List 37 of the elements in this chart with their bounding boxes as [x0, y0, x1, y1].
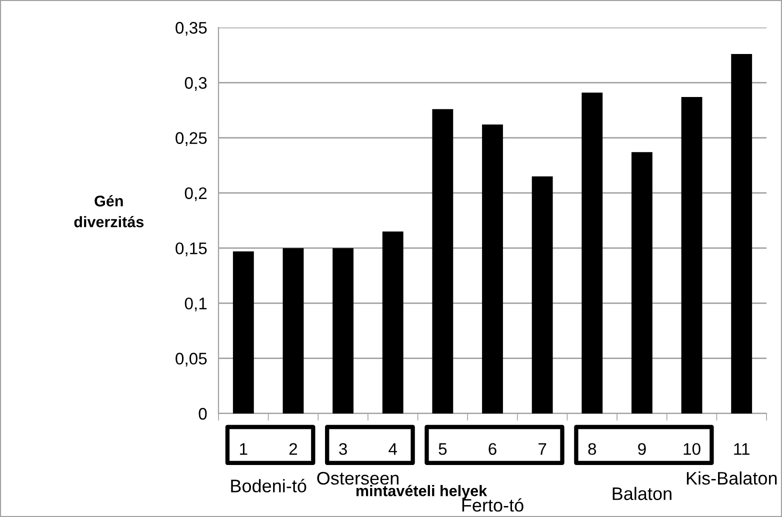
- y-tick-label: 0: [198, 408, 207, 420]
- y-tick-label: 0,05: [176, 352, 207, 367]
- text: Balaton: [612, 486, 672, 500]
- y-axis-title: Gén diverzitás: [74, 195, 144, 228]
- text: Osterseen: [317, 472, 398, 485]
- y-tick-label: 0,35: [176, 22, 207, 36]
- bar: [681, 96, 702, 414]
- x-tick-label: 8: [588, 443, 596, 455]
- text: Ferto-tó: [462, 498, 524, 512]
- bar: [232, 251, 254, 414]
- x-axis-title: mintavételi helyek: [356, 484, 488, 500]
- text: Bodeni-tó: [231, 478, 306, 492]
- y-tick-label: 0,25: [176, 132, 207, 146]
- bar: [582, 92, 603, 414]
- y-tick-label: 0,1: [184, 298, 207, 312]
- x-tick-label: 9: [638, 443, 646, 455]
- x-tick-label: 7: [538, 443, 546, 455]
- x-tick-label: 5: [438, 443, 447, 455]
- y-tick-label: 0,2: [184, 187, 207, 202]
- x-tick-label: 2: [289, 443, 298, 455]
- bar: [482, 124, 503, 414]
- bar: [731, 54, 752, 414]
- x-tick-label: 1: [240, 443, 248, 455]
- bar: [332, 248, 354, 414]
- bar: [382, 232, 404, 414]
- bar: [532, 176, 553, 414]
- x-tick-label: 6: [488, 443, 496, 455]
- y-tick-label: 0,15: [176, 242, 207, 256]
- text: Kis-Balaton: [686, 471, 777, 485]
- x-tick-label: 4: [388, 443, 398, 455]
- x-tick-label: 10: [684, 443, 700, 455]
- bar: [631, 152, 652, 414]
- bar: [432, 109, 454, 414]
- y-tick-label: 0,3: [184, 77, 207, 91]
- x-tick-label: 11: [734, 443, 750, 455]
- bar: [282, 248, 304, 414]
- x-tick-label: 3: [339, 443, 347, 455]
